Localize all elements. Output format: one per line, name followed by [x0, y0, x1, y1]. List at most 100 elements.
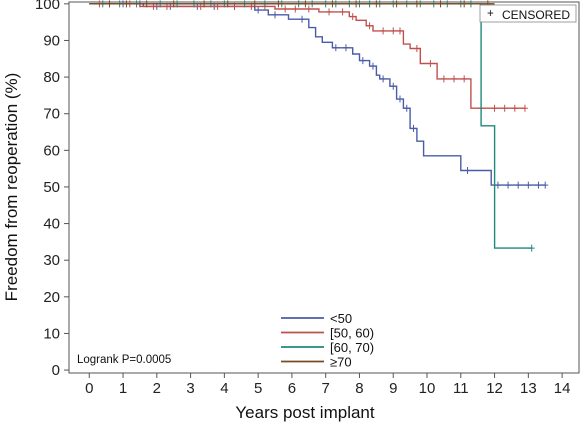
censor-mark-0-11: [342, 44, 349, 52]
y-tick-label-7: 70: [43, 106, 60, 123]
legend: <50[50, 60)[60, 70)≥70: [281, 311, 374, 370]
censor-mark-0-18: [410, 124, 417, 132]
x-tick-label-3: 3: [186, 380, 194, 397]
series-line-2: [89, 3, 532, 249]
censored-key: + CENSORED: [479, 4, 577, 23]
x-tick-label-13: 13: [520, 380, 537, 397]
legend-label-1: [50, 60): [330, 326, 374, 341]
y-tick-label-5: 50: [43, 179, 60, 196]
censor-mark-3-2: [143, 0, 150, 8]
censor-mark-1-19: [413, 45, 420, 53]
censor-mark-3-1: [123, 0, 130, 8]
censor-mark-1-18: [396, 27, 403, 35]
censor-mark-0-19: [464, 166, 471, 174]
censor-mark-1-16: [380, 27, 387, 35]
censor-mark-0-7: [255, 6, 262, 14]
censor-mark-1-15: [366, 22, 373, 30]
censor-mark-0-10: [332, 44, 339, 52]
series-layer: [89, 0, 549, 252]
censor-mark-0-16: [396, 95, 403, 103]
censor-mark-1-11: [305, 5, 312, 13]
censor-mark-1-22: [451, 75, 458, 83]
censor-mark-0-25: [542, 181, 549, 189]
censored-key-symbol: +: [487, 8, 494, 20]
y-tick-label-9: 90: [43, 32, 60, 49]
plot-frame: [68, 1, 580, 374]
x-tick-label-0: 0: [85, 380, 93, 397]
censor-mark-3-14: [437, 0, 444, 8]
censor-mark-1-21: [440, 75, 447, 83]
y-axis-title: Freedom from reoperation (%): [2, 73, 21, 302]
x-tick-label-1: 1: [119, 380, 127, 397]
censor-mark-3-12: [393, 0, 400, 8]
censor-mark-0-20: [494, 181, 501, 189]
censor-mark-1-9: [282, 5, 289, 13]
y-tick-label-6: 60: [43, 142, 60, 159]
censor-mark-0-15: [390, 82, 397, 90]
censor-mark-1-13: [339, 8, 346, 16]
y-tick-label-10: 100: [35, 0, 60, 13]
censor-mark-2-26: [528, 244, 535, 252]
x-axis-title: Years post implant: [235, 403, 375, 422]
series-3: [89, 0, 495, 8]
censor-mark-1-20: [427, 60, 434, 68]
censor-mark-0-12: [359, 57, 366, 65]
series-2: [89, 0, 535, 252]
censor-mark-1-25: [491, 104, 498, 112]
censor-mark-3-7: [275, 0, 282, 8]
censor-mark-0-21: [505, 181, 512, 189]
censored-key-box: [479, 4, 577, 23]
x-tick-label-5: 5: [254, 380, 262, 397]
censor-mark-1-27: [511, 104, 518, 112]
x-tick-label-7: 7: [322, 380, 330, 397]
legend-label-2: [60, 70): [330, 340, 374, 355]
censor-mark-3-8: [302, 0, 309, 8]
censor-mark-0-9: [299, 15, 306, 23]
censor-mark-1-12: [326, 8, 333, 16]
y-tick-label-3: 30: [43, 252, 60, 269]
x-tick-label-12: 12: [486, 380, 503, 397]
y-tick-label-8: 80: [43, 69, 60, 86]
censor-mark-3-9: [329, 0, 336, 8]
y-tick-label-0: 0: [52, 362, 60, 379]
censor-mark-0-24: [535, 181, 542, 189]
censor-mark-3-5: [224, 0, 231, 8]
censor-mark-3-10: [353, 0, 360, 8]
censor-mark-0-17: [403, 104, 410, 112]
x-tick-label-9: 9: [389, 380, 397, 397]
x-tick-label-11: 11: [453, 380, 469, 397]
censor-mark-1-14: [349, 13, 356, 21]
censored-key-label: CENSORED: [502, 8, 570, 22]
legend-label-0: <50: [330, 311, 352, 326]
x-tick-label-14: 14: [554, 380, 571, 397]
x-tick-label-8: 8: [355, 380, 363, 397]
x-tick-label-2: 2: [153, 380, 161, 397]
censor-mark-3-3: [170, 0, 177, 8]
censor-mark-0-14: [380, 75, 387, 83]
legend-label-3: ≥70: [330, 355, 352, 370]
censor-mark-1-10: [292, 5, 299, 13]
x-tick-label-10: 10: [419, 380, 436, 397]
y-tick-label-1: 10: [43, 325, 60, 342]
series-line-0: [89, 3, 546, 186]
series-1: [89, 0, 528, 112]
censor-mark-3-11: [373, 0, 380, 8]
censor-mark-1-23: [461, 75, 468, 83]
logrank-annotation: Logrank P=0.0005: [77, 354, 171, 366]
censor-mark-3-13: [413, 0, 420, 8]
censor-mark-1-28: [521, 104, 528, 112]
censor-mark-3-0: [106, 0, 113, 8]
censor-mark-3-6: [251, 0, 258, 8]
censor-mark-1-26: [501, 104, 508, 112]
censor-mark-0-23: [525, 181, 532, 189]
x-axis: 0 1 2 3 4 5 6 7 8 9 10 11 12 13 14: [85, 373, 570, 397]
y-tick-label-2: 20: [43, 289, 60, 306]
censor-mark-3-15: [461, 0, 468, 8]
censor-mark-0-13: [369, 62, 376, 70]
y-axis: 0 10 20 30 40 50 60 70 80 90 100: [35, 0, 69, 379]
censor-mark-0-22: [515, 181, 522, 189]
censor-mark-0-8: [272, 11, 279, 19]
censor-mark-1-17: [390, 27, 397, 35]
x-tick-label-6: 6: [288, 380, 296, 397]
